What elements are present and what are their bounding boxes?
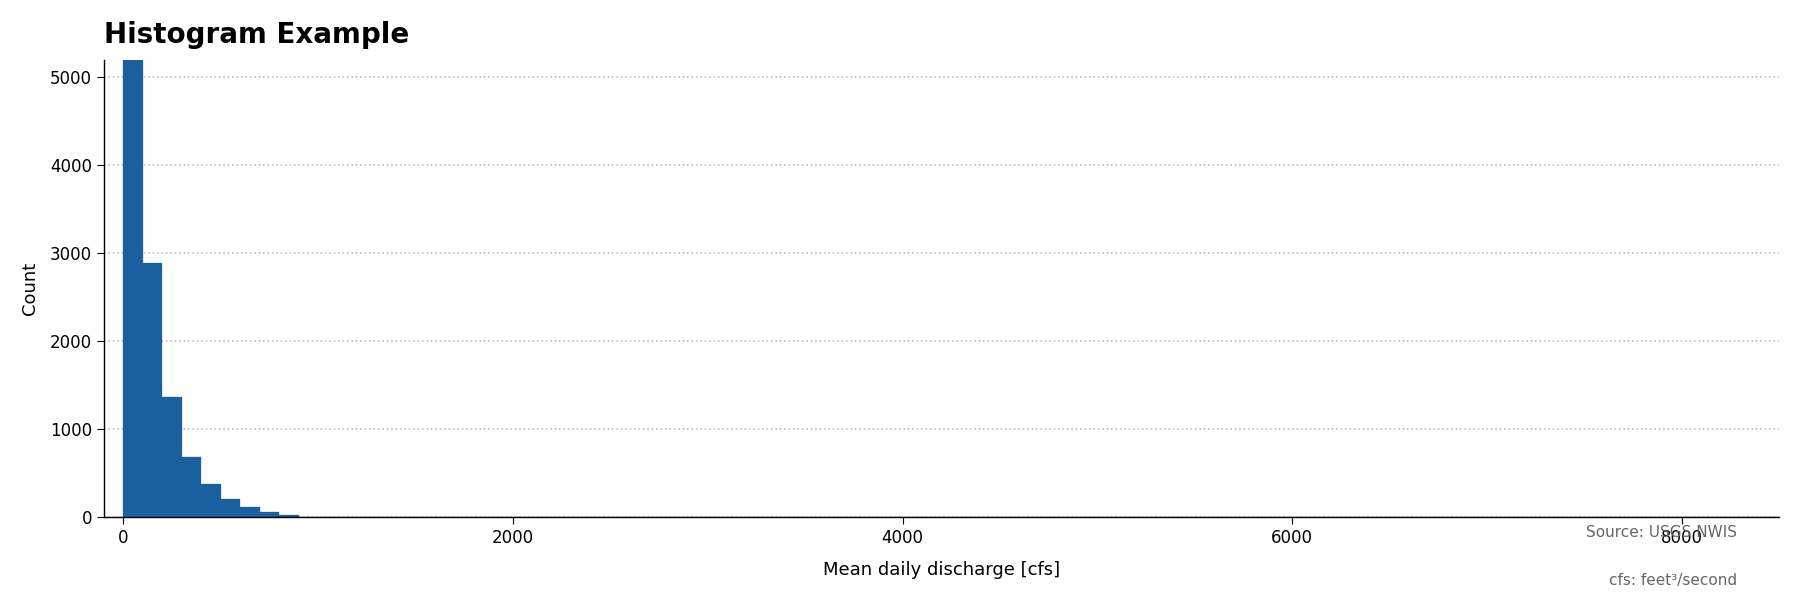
Bar xyxy=(239,506,259,517)
Bar xyxy=(221,499,239,517)
Y-axis label: Count: Count xyxy=(22,262,40,315)
X-axis label: Mean daily discharge [cfs]: Mean daily discharge [cfs] xyxy=(823,561,1060,579)
Bar xyxy=(279,515,299,517)
Bar xyxy=(142,263,162,517)
Bar xyxy=(182,457,202,517)
Bar xyxy=(124,0,142,517)
Text: cfs: feet³/second: cfs: feet³/second xyxy=(1609,573,1737,588)
Bar xyxy=(259,512,279,517)
Bar xyxy=(162,397,182,517)
Text: Source: USGS NWIS: Source: USGS NWIS xyxy=(1586,525,1737,540)
Bar xyxy=(202,484,221,517)
Text: Histogram Example: Histogram Example xyxy=(104,21,409,49)
